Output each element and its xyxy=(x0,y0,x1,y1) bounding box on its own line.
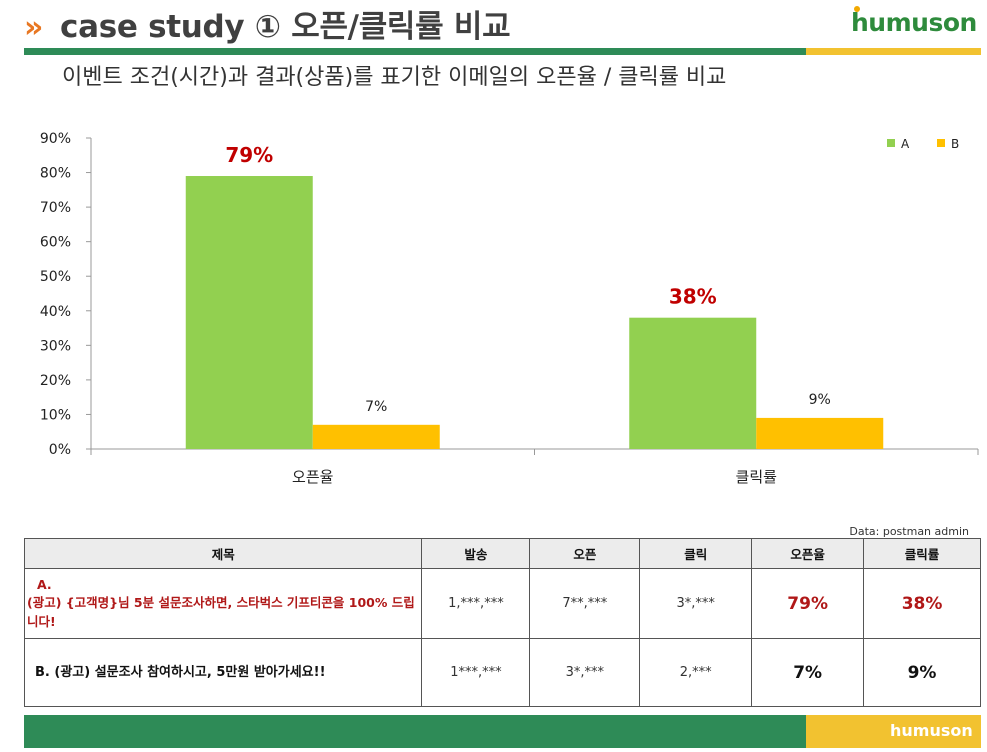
legend-swatch-b xyxy=(937,139,945,147)
bar-chart: 0% 10% 20% 30% 40% 50% 60% 70% 80% 90% 오픈율 클릭률 79%… xyxy=(40,131,979,486)
x-tick-label: 오픈율 xyxy=(292,468,333,486)
row-title: A. (광고) {고객명}님 5분 설문조사하면, 스타벅스 기프티콘을 100… xyxy=(27,576,421,629)
sent-cell: 1***,*** xyxy=(421,638,531,707)
y-tick-label: 50% xyxy=(40,269,71,285)
click-rate-cell: 38% xyxy=(863,568,981,639)
footer-bar-green xyxy=(24,715,806,748)
click-rate-cell: 9% xyxy=(863,638,981,707)
open-rate-cell: 7% xyxy=(751,638,865,707)
data-label: 79% xyxy=(225,143,273,167)
logo-dot-icon xyxy=(854,6,860,12)
bar-b xyxy=(312,424,440,449)
y-tick-label: 10% xyxy=(40,407,71,423)
data-source-note: Data: postman admin xyxy=(849,525,969,538)
y-tick-label: 70% xyxy=(40,200,71,216)
column-header-sent: 발송 xyxy=(421,538,531,569)
column-header-open: 오픈 xyxy=(529,538,641,569)
table-row: B. (광고) 설문조사 참여하시고, 5만원 받아가세요!! 1***,***… xyxy=(23,638,981,707)
bar-series-group: 79% 7% 38% 9% xyxy=(185,143,884,449)
column-header-click: 클릭 xyxy=(639,538,753,569)
sent-cell: 1,***,*** xyxy=(421,568,531,639)
header-divider-yellow xyxy=(806,48,981,55)
y-tick-label: 90% xyxy=(40,131,71,147)
footer-logo-text: humuson xyxy=(890,721,973,740)
row-title-cell: A. (광고) {고객명}님 5분 설문조사하면, 스타벅스 기프티콘을 100… xyxy=(23,568,423,639)
footer-bar-yellow xyxy=(806,715,981,748)
row-title: B. (광고) 설문조사 참여하시고, 5만원 받아가세요!! xyxy=(27,664,421,682)
brand-logo: humuson xyxy=(851,6,981,40)
legend-swatch-a xyxy=(887,139,895,147)
row-title-cell: B. (광고) 설문조사 참여하시고, 5만원 받아가세요!! xyxy=(23,638,423,707)
data-label: 38% xyxy=(669,285,717,309)
comparison-table: 제목 발송 오픈 클릭 오픈율 클릭률 A. (광고) {고객명}님 5분 설문… xyxy=(23,538,981,707)
bar-a xyxy=(185,176,313,449)
bar-b xyxy=(756,417,884,449)
click-cell: 3*,*** xyxy=(639,568,753,639)
click-cell: 2,*** xyxy=(639,638,753,707)
y-tick-label: 0% xyxy=(49,442,71,458)
logo-text: humuson xyxy=(851,8,977,37)
table-header-row: 제목 발송 오픈 클릭 오픈율 클릭률 xyxy=(23,538,981,569)
header-arrows-icon: » xyxy=(24,10,44,45)
open-rate-cell: 79% xyxy=(751,568,865,639)
row-title-body: (광고) 설문조사 참여하시고, 5만원 받아가세요!! xyxy=(54,664,326,680)
column-header-title: 제목 xyxy=(23,538,423,569)
row-title-lead: B. xyxy=(35,664,50,680)
data-label: 9% xyxy=(809,392,831,408)
y-tick-label: 80% xyxy=(40,166,71,182)
open-cell: 7**,*** xyxy=(529,568,641,639)
legend-label: A xyxy=(901,137,910,151)
page-subtitle: 이벤트 조건(시간)과 결과(상품)를 표기한 이메일의 오픈율 / 클릭률 비… xyxy=(62,65,727,90)
x-tick-label: 클릭률 xyxy=(736,468,778,486)
column-header-open-rate: 오픈율 xyxy=(751,538,865,569)
header-divider-green xyxy=(24,48,806,55)
y-tick-label: 60% xyxy=(40,235,71,251)
row-title-lead: A. xyxy=(37,576,52,592)
column-header-click-rate: 클릭률 xyxy=(863,538,981,569)
page-title: case study ① 오픈/클릭률 비교 xyxy=(60,9,511,45)
data-label: 7% xyxy=(365,399,387,415)
y-axis: 0% 10% 20% 30% 40% 50% 60% 70% 80% 90% xyxy=(40,131,92,458)
legend-label: B xyxy=(951,137,959,151)
row-title-body: (광고) {고객명}님 5분 설문조사하면, 스타벅스 기프티콘을 100% 드… xyxy=(27,594,415,629)
bar-a xyxy=(629,317,757,449)
y-tick-label: 30% xyxy=(40,338,71,354)
y-tick-label: 20% xyxy=(40,373,71,389)
table-row: A. (광고) {고객명}님 5분 설문조사하면, 스타벅스 기프티콘을 100… xyxy=(23,568,981,639)
x-axis: 오픈율 클릭률 xyxy=(90,448,979,486)
open-cell: 3*,*** xyxy=(529,638,641,707)
y-tick-label: 40% xyxy=(40,304,71,320)
